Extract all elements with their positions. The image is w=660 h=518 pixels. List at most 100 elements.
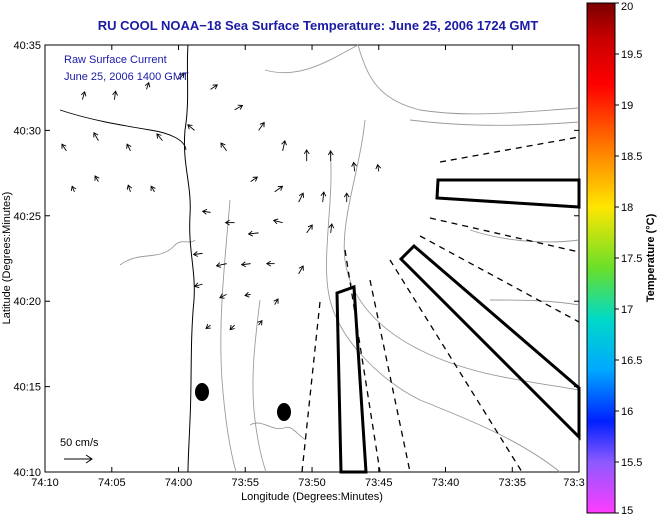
vector-shaft: [234, 105, 243, 111]
vector-shaft: [229, 324, 235, 330]
x-tick-label: 74:00: [165, 477, 193, 489]
vector-shaft: [377, 164, 380, 172]
current-vector: [224, 219, 235, 226]
current-vector: [187, 124, 195, 131]
vector-shaft: [248, 232, 259, 235]
survey-box: [335, 284, 368, 474]
vector-shaft: [244, 293, 251, 296]
vector-shaft: [330, 223, 333, 233]
x-tick-label: 73:35: [499, 477, 527, 489]
vector-head: [257, 319, 263, 326]
contour-line: [264, 44, 359, 74]
vector-shaft: [193, 252, 203, 255]
current-vector: [156, 133, 163, 141]
colorbar-label: Temperature (°C): [645, 213, 657, 302]
vector-shaft: [216, 263, 227, 267]
vector-head: [220, 142, 226, 148]
current-vector: [273, 298, 279, 305]
x-tick-label: 73:50: [298, 477, 326, 489]
current-vector: [192, 251, 203, 257]
y-tick-label: 40:25: [13, 211, 41, 223]
current-vector: [80, 90, 87, 100]
station-marker: [195, 383, 209, 401]
vector-shaft: [298, 265, 304, 275]
y-tick-label: 40:10: [13, 467, 41, 479]
vector-head: [328, 223, 335, 229]
current-vector: [257, 319, 263, 326]
x-tick-label: 74:05: [98, 477, 126, 489]
vector-head: [193, 282, 200, 289]
transect-line: [429, 217, 580, 253]
current-vector: [303, 149, 310, 162]
vector-head: [265, 260, 272, 267]
contour-line: [119, 239, 196, 266]
vector-head: [351, 161, 357, 167]
y-tick-label: 40:15: [13, 382, 41, 394]
transect-line: [419, 235, 580, 323]
vector-head: [281, 139, 287, 146]
vector-head: [187, 124, 193, 130]
vector-shaft: [81, 91, 86, 100]
vector-head: [144, 81, 151, 88]
current-vector: [150, 185, 156, 193]
vector-head: [219, 293, 225, 299]
current-vector: [247, 230, 259, 237]
contour-line: [326, 149, 561, 473]
vector-head: [307, 224, 313, 230]
vector-head: [247, 230, 253, 237]
vector-head: [303, 149, 310, 155]
vector-shaft: [274, 298, 279, 305]
vector-shaft: [127, 185, 131, 193]
current-vector: [201, 208, 211, 215]
transect-line: [389, 259, 523, 473]
inset-line-2: June 25, 2006 1400 GMT: [64, 71, 189, 83]
vector-shaft: [273, 219, 283, 224]
current-vector: [126, 143, 132, 152]
x-axis-label: Longitude (Degrees:Minutes): [241, 491, 383, 503]
current-vector: [234, 104, 244, 111]
vector-shaft: [202, 210, 211, 213]
survey-boxes: [335, 178, 581, 474]
current-vector: [144, 81, 151, 90]
vector-shaft: [258, 320, 263, 326]
vector-head: [272, 218, 279, 225]
vector-shaft: [219, 293, 227, 299]
vector-shaft: [71, 186, 75, 193]
vector-head: [80, 90, 87, 97]
contour-line: [252, 299, 267, 473]
vector-head: [126, 184, 133, 190]
current-vector: [320, 191, 327, 203]
colorbar-tick-label: 17.5: [621, 253, 642, 265]
vector-head: [277, 185, 284, 191]
vector-shaft: [156, 133, 163, 141]
vector-head: [320, 191, 327, 197]
bathymetry-contours: [119, 44, 580, 473]
current-vector: [94, 175, 100, 182]
colorbar-tick-label: 15.5: [621, 457, 642, 469]
vector-shaft: [94, 175, 99, 182]
colorbar-tick-label: 18: [621, 202, 633, 214]
y-tick-label: 40:30: [13, 125, 41, 137]
vector-head: [298, 192, 305, 198]
contour-line: [249, 422, 307, 441]
vector-shaft: [113, 91, 117, 100]
current-vector: [93, 132, 99, 141]
colorbar-ticks: 20 19.5 19 18.5 18 17.5 17 16.5 16 15.5 15: [615, 1, 642, 517]
vector-head: [150, 185, 156, 192]
map-plot-area: [44, 44, 580, 473]
colorbar-tick-label: 19: [621, 100, 633, 112]
vector-shaft: [282, 140, 286, 151]
station-marker: [277, 403, 291, 421]
contour-line: [489, 299, 580, 306]
vector-head: [215, 262, 222, 268]
vector-shaft: [205, 324, 211, 329]
vector-shaft: [126, 143, 131, 152]
vector-shaft: [298, 192, 304, 203]
vector-head: [205, 323, 211, 329]
vector-shaft: [220, 142, 227, 152]
vector-shaft: [61, 143, 67, 152]
vector-head: [61, 143, 67, 149]
current-vector: [126, 184, 133, 193]
vector-head: [94, 175, 100, 181]
vector-shaft: [322, 191, 325, 203]
